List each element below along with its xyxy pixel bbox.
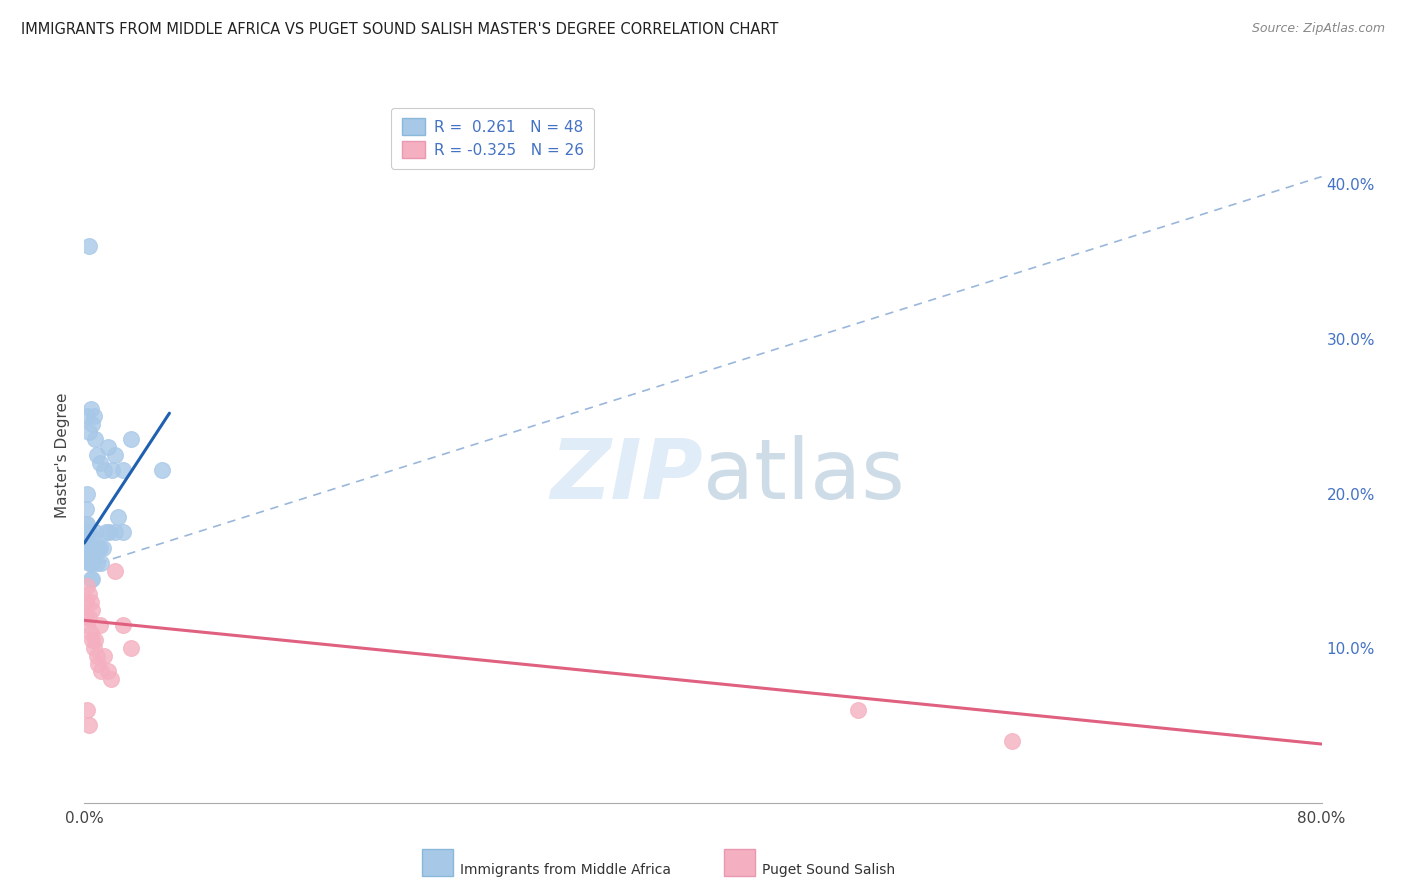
Point [76, 517, 98, 532]
Point [77, 239, 100, 253]
Point [76, 618, 98, 632]
Point [77, 718, 100, 732]
Point [112, 463, 135, 477]
Point [87, 541, 110, 555]
Point [101, 463, 124, 477]
Point [75, 595, 97, 609]
Point [86, 556, 108, 570]
Point [87, 657, 110, 671]
Point [82, 572, 104, 586]
Point [82, 556, 104, 570]
Point [75, 525, 97, 540]
Point [89, 456, 111, 470]
Point [77, 425, 100, 439]
Point [84, 633, 107, 648]
Point [82, 417, 104, 431]
Point [76, 533, 98, 547]
Point [86, 648, 108, 663]
Point [83, 409, 105, 424]
Point [93, 648, 115, 663]
Point [79, 401, 101, 416]
Point [77, 610, 100, 624]
Point [79, 541, 101, 555]
Point [75, 610, 97, 624]
Point [89, 618, 111, 632]
Point [79, 572, 101, 586]
Point [76, 486, 98, 500]
Point [93, 463, 115, 477]
Point [82, 633, 104, 648]
Point [86, 541, 108, 555]
Point [84, 433, 107, 447]
Point [84, 541, 107, 555]
Point [90, 556, 112, 570]
Point [97, 440, 120, 454]
Point [77, 525, 100, 540]
Point [112, 525, 135, 540]
Point [94, 525, 117, 540]
Y-axis label: Master's Degree: Master's Degree [55, 392, 70, 517]
Text: atlas: atlas [703, 435, 904, 516]
Point [104, 564, 127, 578]
Point [76, 703, 98, 717]
Point [76, 549, 98, 563]
Point [91, 541, 114, 555]
Point [104, 525, 127, 540]
Point [98, 525, 121, 540]
Point [82, 541, 104, 555]
Point [846, 703, 869, 717]
Point [83, 533, 105, 547]
Point [1001, 734, 1024, 748]
Point [84, 525, 107, 540]
Point [79, 556, 101, 570]
Point [104, 448, 127, 462]
Text: ZIP: ZIP [550, 435, 703, 516]
Point [77, 541, 100, 555]
Point [75, 517, 97, 532]
Legend: R =  0.261   N = 48, R = -0.325   N = 26: R = 0.261 N = 48, R = -0.325 N = 26 [391, 108, 595, 169]
Point [100, 672, 122, 686]
Point [77, 587, 100, 601]
Point [86, 448, 108, 462]
Point [90, 665, 112, 679]
Point [83, 549, 105, 563]
Point [107, 509, 129, 524]
Point [76, 409, 98, 424]
Point [120, 641, 142, 656]
Point [79, 625, 101, 640]
Text: Immigrants from Middle Africa: Immigrants from Middle Africa [460, 863, 671, 877]
Point [77, 556, 100, 570]
Point [89, 541, 111, 555]
Point [75, 502, 97, 516]
Point [75, 541, 97, 555]
Point [82, 602, 104, 616]
Text: IMMIGRANTS FROM MIDDLE AFRICA VS PUGET SOUND SALISH MASTER'S DEGREE CORRELATION : IMMIGRANTS FROM MIDDLE AFRICA VS PUGET S… [21, 22, 779, 37]
Point [120, 433, 142, 447]
Point [76, 579, 98, 593]
Point [97, 665, 120, 679]
Point [83, 641, 105, 656]
Text: Source: ZipAtlas.com: Source: ZipAtlas.com [1251, 22, 1385, 36]
Point [79, 595, 101, 609]
Point [112, 618, 135, 632]
Point [150, 463, 173, 477]
Text: Puget Sound Salish: Puget Sound Salish [762, 863, 896, 877]
